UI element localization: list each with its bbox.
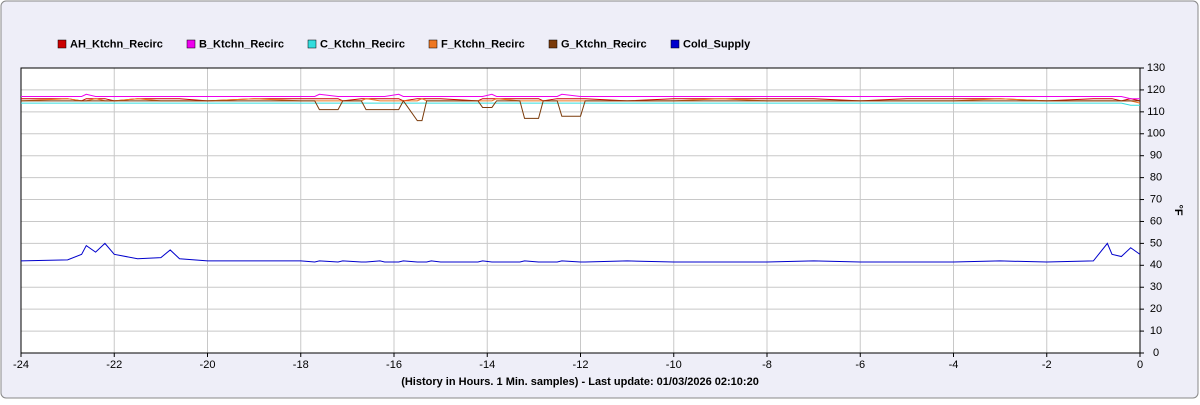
y-tick-label: 0 [1153,347,1159,359]
y-tick-label: 130 [1147,62,1165,74]
x-tick-label: -24 [13,359,29,371]
y-tick-label: 110 [1147,106,1165,118]
x-tick-label: -12 [573,359,589,371]
y-tick-label: 60 [1150,215,1162,227]
plot-border [20,67,1141,354]
legend-swatch [186,39,196,49]
x-tick-label: -2 [1042,359,1052,371]
x-tick-label: -16 [386,359,402,371]
legend-label: AH_Ktchn_Recirc [70,38,163,50]
legend-swatch [548,39,558,49]
series-line [21,98,1141,102]
y-tick-label: 100 [1147,128,1165,140]
legend-swatch [428,39,438,49]
series-line [21,93,1140,100]
x-tick-label: -14 [479,359,495,371]
y-tick-label: 90 [1150,150,1162,162]
x-tick-label: -4 [949,359,959,371]
y-tick-label: 120 [1147,84,1165,96]
legend-label: F_Ktchn_Recirc [441,38,525,50]
x-tick-label: -10 [666,359,682,371]
y-tick-label: 30 [1150,281,1162,293]
y-tick-label: 80 [1150,172,1162,184]
series-line [20,242,1141,263]
legend-swatch [57,39,67,49]
x-tick-label: -8 [762,359,772,371]
legend-swatch [307,39,317,49]
legend-label: C_Ktchn_Recirc [320,38,405,50]
y-axis-label: °F [1172,204,1184,215]
y-tick-label: 20 [1150,303,1162,315]
x-tick-label: -20 [200,359,216,371]
x-tick-label: -6 [855,359,865,371]
series-line [21,102,1140,106]
y-tick-label: 50 [1150,237,1162,249]
y-tick-label: 10 [1150,325,1162,337]
legend-label: B_Ktchn_Recirc [199,38,284,50]
series-line [21,99,1140,122]
x-tick-label: -22 [106,359,122,371]
legend-label: G_Ktchn_Recirc [561,38,647,50]
x-tick-label: 0 [1137,359,1143,371]
x-tick-label: -18 [293,359,309,371]
legend-swatch [670,39,680,49]
legend-label: Cold_Supply [683,38,751,50]
y-tick-label: 40 [1150,259,1162,271]
x-axis-label: (History in Hours. 1 Min. samples) - Las… [401,376,759,388]
y-tick-label: 70 [1150,193,1162,205]
